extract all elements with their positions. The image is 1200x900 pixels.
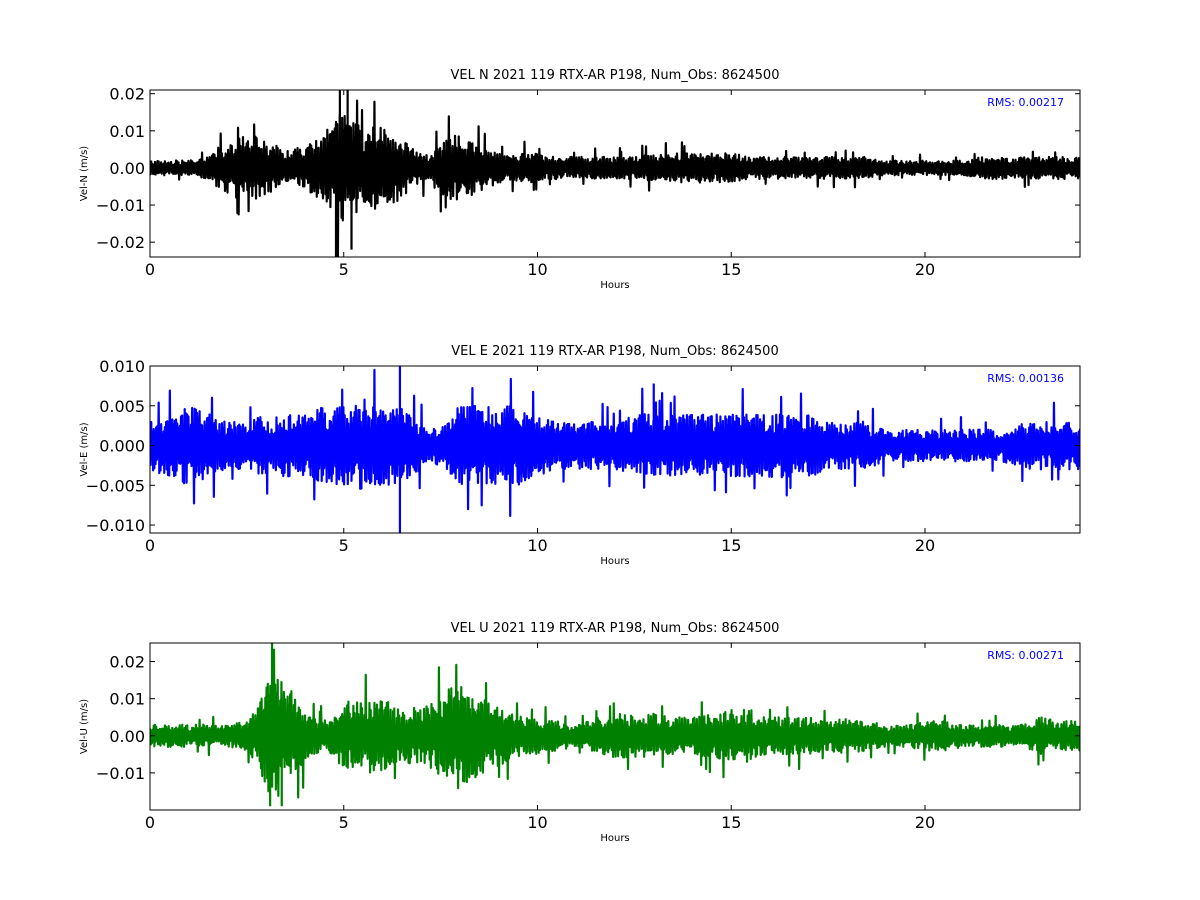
vel-n-xlabel: Hours <box>600 280 629 291</box>
vel-n-ytick-label: −0.01 <box>96 196 145 215</box>
vel-n-xtick-label: 0 <box>145 260 155 279</box>
vel-e-axes <box>149 365 1081 534</box>
vel-u-axes <box>149 642 1081 811</box>
vel-u-xtick-label: 20 <box>915 813 935 832</box>
vel-e-ytick-label: 0.010 <box>99 357 145 376</box>
vel-e-ylabel: Vel-E (m/s) <box>79 422 90 476</box>
vel-e-ytick-label: 0.000 <box>99 437 145 456</box>
vel-n-xtick-label: 15 <box>721 260 741 279</box>
vel-u-xtick-label: 0 <box>145 813 155 832</box>
vel-u-xtick-label: 15 <box>721 813 741 832</box>
vel-e-xtick-label: 5 <box>339 536 349 555</box>
vel-u-xtick-label: 5 <box>339 813 349 832</box>
vel-u-ytick-label: 0.01 <box>109 690 145 709</box>
vel-u-title: VEL U 2021 119 RTX-AR P198, Num_Obs: 862… <box>451 621 780 636</box>
vel-u-ytick-label: 0.00 <box>109 727 145 746</box>
vel-e-xtick-label: 10 <box>527 536 547 555</box>
vel-e-title: VEL E 2021 119 RTX-AR P198, Num_Obs: 862… <box>451 344 778 359</box>
vel-n-rms-annotation: RMS: 0.00217 <box>987 96 1064 109</box>
vel-u-panel: VEL U 2021 119 RTX-AR P198, Num_Obs: 862… <box>79 621 1081 844</box>
vel-u-rms-annotation: RMS: 0.00271 <box>987 649 1064 662</box>
vel-n-title: VEL N 2021 119 RTX-AR P198, Num_Obs: 862… <box>451 68 780 83</box>
vel-e-trace <box>150 366 1080 533</box>
vel-n-trace <box>150 90 1080 257</box>
vel-u-xtick-label: 10 <box>527 813 547 832</box>
vel-e-panel: VEL E 2021 119 RTX-AR P198, Num_Obs: 862… <box>79 344 1081 567</box>
vel-n-ytick-label: 0.00 <box>109 159 145 178</box>
vel-n-ytick-label: −0.02 <box>96 233 145 252</box>
vel-n-ylabel: Vel-N (m/s) <box>79 146 90 201</box>
vel-e-xtick-label: 15 <box>721 536 741 555</box>
vel-u-xlabel: Hours <box>600 833 629 844</box>
vel-u-ylabel: Vel-U (m/s) <box>79 699 90 754</box>
vel-e-xlabel: Hours <box>600 556 629 567</box>
vel-e-ytick-label: −0.005 <box>86 476 145 495</box>
vel-e-ytick-label: 0.005 <box>99 397 145 416</box>
vel-e-xtick-label: 0 <box>145 536 155 555</box>
vel-e-rms-annotation: RMS: 0.00136 <box>987 372 1064 385</box>
vel-n-ytick-label: 0.02 <box>109 85 145 104</box>
vel-n-ytick-label: 0.01 <box>109 122 145 141</box>
vel-e-xtick-label: 20 <box>915 536 935 555</box>
vel-u-ytick-label: −0.01 <box>96 764 145 783</box>
vel-n-xtick-label: 20 <box>915 260 935 279</box>
vel-n-xtick-label: 10 <box>527 260 547 279</box>
vel-u-trace <box>150 643 1080 807</box>
vel-n-axes <box>149 89 1081 258</box>
vel-n-xtick-label: 5 <box>339 260 349 279</box>
vel-u-ytick-label: 0.02 <box>109 653 145 672</box>
vel-e-ytick-label: −0.010 <box>86 516 145 535</box>
vel-n-panel: VEL N 2021 119 RTX-AR P198, Num_Obs: 862… <box>79 68 1081 291</box>
